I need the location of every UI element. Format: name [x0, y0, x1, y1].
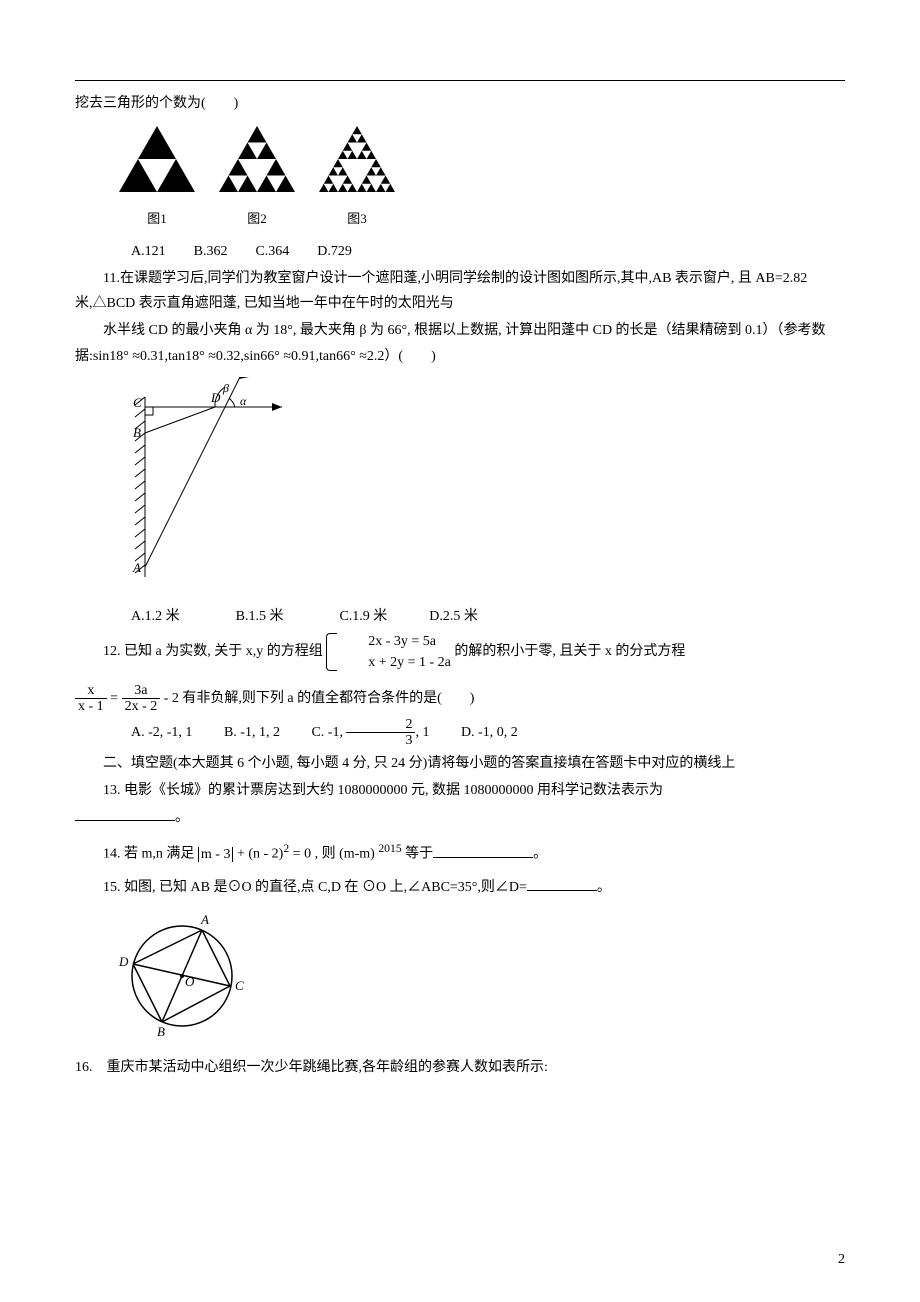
q12-eq-sign: = — [110, 691, 121, 706]
q11-options: A.1.2 米 B.1.5 米 C.1.9 米 D.2.5 米 — [75, 604, 845, 629]
q12-opt-c-num: 2 — [346, 717, 415, 733]
q11-text-1: 11.在课题学习后,同学们为教室窗户设计一个遮阳蓬,小明同学绘制的设计图如图所示… — [75, 266, 845, 316]
sierpinski-svg-1 — [117, 124, 197, 194]
q12-eq-system: 2x - 3y = 5a x + 2y = 1 - 2a — [326, 631, 451, 673]
q-prev-options: A.121 B.362 C.364 D.729 — [75, 239, 845, 264]
q14-eq: = 0 , 则 (m-m) — [289, 847, 378, 862]
sun-shade-diagram: C D B A α β — [117, 377, 845, 596]
q15-blank — [527, 876, 597, 891]
page-number: 2 — [838, 1247, 845, 1272]
q14-exp2: 2015 — [378, 842, 401, 855]
q14-prefix: 14. 若 m,n 满足 — [103, 847, 198, 862]
svg-text:A: A — [132, 560, 141, 575]
q15-suffix: 。 — [597, 880, 611, 895]
q12-opt-c-den: 3 — [346, 733, 415, 748]
q15-text: 15. 如图, 已知 AB 是⊙O 的直径,点 C,D 在 ⊙O 上,∠ABC=… — [103, 880, 527, 895]
q12-opt-c-post: , 1 — [415, 725, 429, 740]
svg-text:A: A — [200, 912, 209, 927]
q16: 16. 重庆市某活动中心组织一次少年跳绳比赛,各年龄组的参赛人数如表所示: — [75, 1055, 845, 1080]
q12-opt-d: D. -1, 0, 2 — [461, 725, 518, 740]
q12-opt-a: A. -2, -1, 1 — [131, 725, 192, 740]
q12-frac-left-num: x — [75, 683, 107, 699]
sierpinski-label-2: 图2 — [217, 207, 297, 230]
q12-mid: 的解的积小于零, 且关于 x 的分式方程 — [454, 644, 685, 659]
sierpinski-svg-2 — [217, 124, 297, 194]
q14-mid: 等于 — [402, 847, 434, 862]
svg-text:D: D — [118, 954, 129, 969]
sierpinski-label-3: 图3 — [317, 207, 397, 230]
q12-prefix: 12. 已知 a 为实数, 关于 x,y 的方程组 — [103, 644, 326, 659]
q12-frac-left-den: x - 1 — [75, 699, 107, 714]
q12-opt-b: B. -1, 1, 2 — [224, 725, 280, 740]
q12-frac-right-den: 2x - 2 — [122, 699, 161, 714]
svg-text:β: β — [222, 381, 229, 395]
q14-plus: + (n - 2) — [233, 847, 283, 862]
q14: 14. 若 m,n 满足 m - 3 + (n - 2)2 = 0 , 则 (m… — [75, 838, 845, 867]
q13-blank-row: 。 — [75, 805, 845, 830]
svg-text:α: α — [240, 394, 247, 408]
q14-abs: m - 3 — [198, 847, 234, 862]
svg-text:B: B — [133, 425, 141, 440]
q12-options: A. -2, -1, 1 B. -1, 1, 2 C. -1, 23, 1 D.… — [75, 717, 845, 749]
svg-text:C: C — [133, 395, 142, 410]
sierpinski-figures: 图1 图2 图3 — [117, 124, 845, 231]
svg-text:C: C — [235, 978, 244, 993]
q13-suffix: 。 — [175, 810, 189, 825]
q15: 15. 如图, 已知 AB 是⊙O 的直径,点 C,D 在 ⊙O 上,∠ABC=… — [75, 875, 845, 900]
q13-blank — [75, 806, 175, 821]
sierpinski-fig-3: 图3 — [317, 124, 397, 231]
q12-line1: 12. 已知 a 为实数, 关于 x,y 的方程组 2x - 3y = 5a x… — [75, 631, 845, 673]
q12-eq1: 2x - 3y = 5a — [340, 631, 451, 652]
q12-opt-c-pre: C. -1, — [311, 725, 346, 740]
q14-suffix: 。 — [533, 847, 547, 862]
q12-opt-c-frac: 23 — [346, 717, 415, 749]
circle-diagram: A D O C B — [117, 908, 845, 1047]
q13-text: 13. 电影《长城》的累计票房达到大约 1080000000 元, 数据 108… — [103, 783, 663, 798]
q14-blank — [433, 843, 533, 858]
svg-text:B: B — [157, 1024, 165, 1038]
q-prev-tail: 挖去三角形的个数为( ) — [75, 91, 845, 116]
q13: 13. 电影《长城》的累计票房达到大约 1080000000 元, 数据 108… — [75, 778, 845, 803]
q12-frac-left: x x - 1 — [75, 683, 107, 715]
q12-line2: x x - 1 = 3a 2x - 2 - 2 有非负解,则下列 a 的值全都符… — [75, 683, 845, 715]
sierpinski-fig-1: 图1 — [117, 124, 197, 231]
sierpinski-label-1: 图1 — [117, 207, 197, 230]
circle-svg: A D O C B — [117, 908, 257, 1038]
sierpinski-svg-3 — [317, 124, 397, 194]
q12-eq2: x + 2y = 1 - 2a — [340, 652, 451, 673]
q12-frac-right-num: 3a — [122, 683, 161, 699]
q12-frac-right: 3a 2x - 2 — [122, 683, 161, 715]
sierpinski-fig-2: 图2 — [217, 124, 297, 231]
q11-text-2: 水半线 CD 的最小夹角 α 为 18°, 最大夹角 β 为 66°, 根据以上… — [75, 318, 845, 368]
svg-text:D: D — [210, 390, 221, 405]
header-rule — [75, 80, 845, 81]
q12-suffix: - 2 有非负解,则下列 a 的值全都符合条件的是( ) — [164, 691, 475, 706]
sun-shade-svg: C D B A α β — [117, 377, 297, 587]
section-2-heading: 二、填空题(本大题其 6 个小题, 每小题 4 分, 只 24 分)请将每小题的… — [75, 751, 845, 776]
svg-text:O: O — [185, 974, 195, 989]
